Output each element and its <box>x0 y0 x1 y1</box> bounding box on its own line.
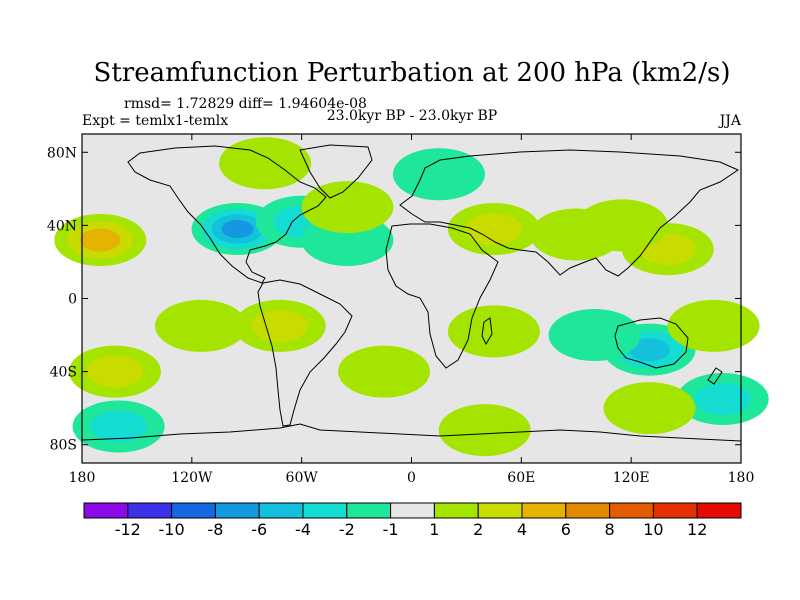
perturbation-center <box>603 382 696 435</box>
contour-fill <box>447 305 540 358</box>
colorbar-label: 4 <box>517 520 527 539</box>
colorbar-swatch <box>390 502 435 519</box>
x-tick-label: 120E <box>613 470 650 486</box>
colorbar-label: 6 <box>561 520 571 539</box>
contour-fill <box>154 299 247 352</box>
x-tick-label: 180 <box>69 470 96 486</box>
contour-fill <box>667 299 760 352</box>
perturbation-center <box>301 181 394 234</box>
colorbar-swatch <box>346 502 392 519</box>
x-tick-label: 60E <box>507 470 535 486</box>
colorbar-label: -12 <box>115 520 141 539</box>
contour-fill <box>438 404 531 457</box>
contour-fill <box>251 309 309 342</box>
contour-fill <box>465 213 523 246</box>
colorbar-label: -2 <box>339 520 355 539</box>
colorbar-swatch <box>521 502 567 519</box>
colorbar-label: 1 <box>429 520 439 539</box>
africa-coast <box>385 223 499 369</box>
colorbar-swatch <box>127 502 173 519</box>
south-america-coast <box>257 279 353 427</box>
period-label: 23.0kyr BP - 23.0kyr BP <box>327 108 497 124</box>
x-tick-label: 60W <box>286 470 319 486</box>
perturbation-center <box>154 299 247 352</box>
contour-fill <box>603 382 696 435</box>
colorbar-swatch <box>477 502 523 519</box>
colorbar-swatch <box>433 502 479 519</box>
colorbar-swatch <box>171 502 216 519</box>
colorbar-label: 10 <box>643 520 663 539</box>
x-tick-label: 0 <box>407 470 416 486</box>
contour-fill <box>338 345 431 398</box>
colorbar-label: 12 <box>687 520 707 539</box>
colorbar-swatch <box>652 502 698 519</box>
y-tick-label: 0 <box>68 292 77 308</box>
contour-fill <box>219 137 312 190</box>
x-tick-label: 180 <box>728 470 755 486</box>
experiment-label: Expt = temlx1-temlx <box>82 113 228 129</box>
contour-fill <box>629 338 670 362</box>
colorbar-swatch <box>565 502 611 519</box>
stats-line: rmsd= 1.72829 diff= 1.94604e-08 <box>124 96 367 112</box>
contour-fill <box>86 355 144 388</box>
perturbation-center <box>447 305 540 358</box>
perturbation-center <box>548 309 641 362</box>
madagascar-coast <box>481 317 493 346</box>
colorbar-swatch <box>214 502 260 519</box>
perturbation-field <box>54 137 769 457</box>
new-zealand-coast <box>707 367 723 385</box>
colorbar-label: -1 <box>383 520 399 539</box>
y-tick-label: 80S <box>50 438 77 454</box>
x-axis: 180 120W 60W 0 60E 120E 180 <box>69 134 755 486</box>
colorbar-label: -10 <box>159 520 185 539</box>
perturbation-center <box>447 203 540 256</box>
x-tick-label: 120W <box>171 470 213 486</box>
perturbation-center <box>576 199 669 252</box>
colorbar-swatch <box>83 502 129 519</box>
contour-fill <box>694 383 752 416</box>
perturbation-center <box>667 299 760 352</box>
coastlines <box>81 144 742 442</box>
contour-fill <box>301 181 394 234</box>
colorbar-label: 8 <box>605 520 615 539</box>
colorbar-swatch <box>696 502 742 519</box>
colorbar-label: -8 <box>207 520 223 539</box>
greenland-coast <box>299 144 373 199</box>
season-label: JJA <box>718 113 742 129</box>
y-axis: 80N 40N 0 40S 80S <box>47 145 741 454</box>
colorbar: -12 -10 -8 -6 -4 -2 -1 1 2 4 6 8 10 12 <box>83 502 742 539</box>
perturbation-center <box>438 404 531 457</box>
perturbation-center <box>233 299 326 352</box>
antarctica-coast <box>81 423 742 442</box>
eurasia-coast <box>399 149 740 277</box>
australia-coast <box>614 317 689 369</box>
y-tick-label: 40N <box>47 218 77 234</box>
colorbar-label: 2 <box>473 520 483 539</box>
contour-fill <box>548 309 641 362</box>
contour-fill <box>221 220 254 239</box>
perturbation-center <box>338 345 431 398</box>
perturbation-center <box>68 345 161 398</box>
perturbation-center <box>676 373 769 426</box>
y-tick-label: 40S <box>50 365 77 381</box>
perturbation-center <box>191 203 284 256</box>
colorbar-label: -6 <box>251 520 267 539</box>
north-america-coast <box>127 145 327 284</box>
y-tick-label: 80N <box>47 145 77 161</box>
perturbation-center <box>54 214 147 267</box>
contour-fill <box>90 410 147 443</box>
map-plot-area: 180 120W 60W 0 60E 120E 180 80N 40N 0 40S 80S <box>47 133 769 486</box>
colorbar-swatch <box>302 502 348 519</box>
contour-fill <box>79 228 121 252</box>
contour-fill <box>576 199 669 252</box>
colorbar-swatch <box>258 502 304 519</box>
chart-title: Streamfunction Perturbation at 200 hPa (… <box>94 58 731 88</box>
perturbation-center <box>219 137 312 190</box>
colorbar-swatch <box>609 502 654 519</box>
colorbar-label: -4 <box>295 520 311 539</box>
